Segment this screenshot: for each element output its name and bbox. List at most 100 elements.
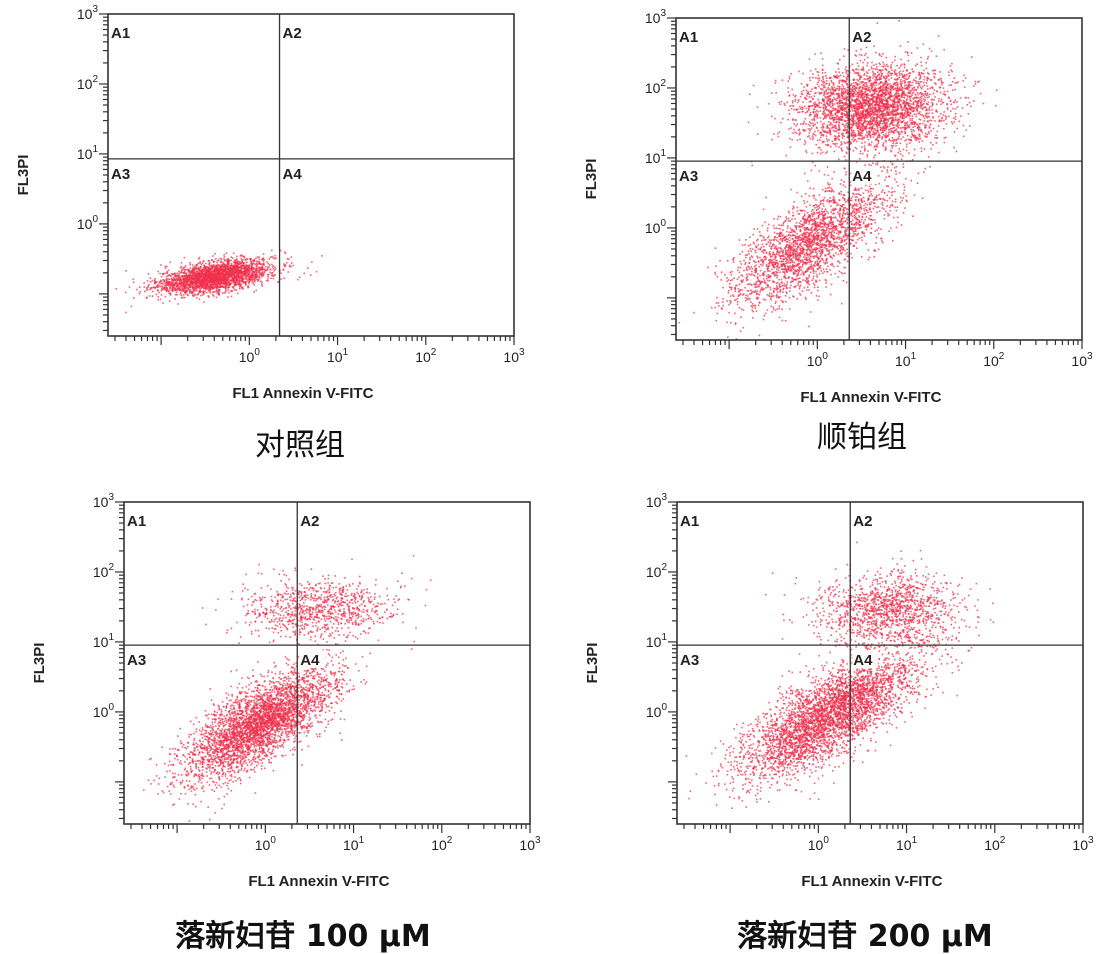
event-point <box>906 52 909 54</box>
event-point <box>282 268 285 271</box>
event-point <box>201 279 203 282</box>
event-point <box>912 98 914 100</box>
event-point <box>221 278 224 280</box>
event-point <box>173 282 176 285</box>
event-point <box>254 279 256 282</box>
event-point <box>842 93 845 95</box>
event-point <box>949 100 952 102</box>
event-point <box>948 74 950 76</box>
event-point <box>236 269 239 272</box>
event-point <box>852 122 855 124</box>
event-point <box>877 87 880 89</box>
event-point <box>904 110 907 113</box>
event-point <box>170 279 173 281</box>
event-point <box>287 258 290 261</box>
event-point <box>842 133 844 136</box>
event-point <box>186 278 189 281</box>
event-point <box>876 127 879 129</box>
event-point <box>930 141 932 144</box>
event-point <box>286 258 289 260</box>
event-point <box>846 117 849 120</box>
event-point <box>951 62 953 65</box>
event-point <box>224 278 227 281</box>
event-point <box>203 293 205 295</box>
event-point <box>227 277 229 279</box>
event-point <box>235 274 238 276</box>
event-point <box>862 66 864 68</box>
event-point <box>841 89 844 91</box>
event-point <box>947 71 950 73</box>
event-point <box>246 258 249 261</box>
event-point <box>229 270 232 272</box>
event-point <box>923 76 926 78</box>
event-point <box>189 289 192 291</box>
event-point <box>844 127 846 129</box>
event-point <box>789 105 791 107</box>
event-point <box>256 267 258 269</box>
event-point <box>926 92 929 94</box>
event-point <box>928 125 931 128</box>
event-point <box>788 109 790 112</box>
event-point <box>804 112 807 114</box>
event-point <box>207 278 209 281</box>
event-point <box>846 77 848 80</box>
event-point <box>212 265 215 267</box>
event-point <box>845 100 848 103</box>
event-point <box>889 149 892 152</box>
event-point <box>966 104 969 106</box>
event-point <box>222 276 225 279</box>
event-point <box>235 283 237 286</box>
event-point <box>192 278 194 281</box>
event-point <box>857 68 860 71</box>
event-point <box>791 100 794 102</box>
event-point <box>219 274 221 276</box>
event-point <box>881 170 883 172</box>
event-point <box>855 161 858 163</box>
event-point <box>164 295 167 298</box>
event-point <box>204 267 207 269</box>
event-point <box>854 138 856 141</box>
event-point <box>887 74 890 77</box>
event-point <box>255 289 257 292</box>
event-point <box>160 283 163 285</box>
event-point <box>774 117 776 120</box>
event-point <box>221 264 223 267</box>
event-point <box>946 108 949 111</box>
event-point <box>807 123 810 126</box>
event-point <box>214 290 217 293</box>
event-point <box>841 94 843 97</box>
event-point <box>174 294 177 296</box>
event-point <box>170 273 173 275</box>
event-point <box>199 272 201 274</box>
event-point <box>203 283 206 286</box>
event-point <box>895 108 897 111</box>
event-point <box>823 112 826 115</box>
event-point <box>883 86 886 89</box>
event-point <box>255 270 257 272</box>
event-point <box>255 260 258 262</box>
event-point <box>899 65 902 67</box>
event-point <box>284 252 287 255</box>
event-point <box>917 100 919 102</box>
event-point <box>909 72 911 74</box>
event-point <box>901 127 903 129</box>
event-point <box>224 271 226 273</box>
event-point <box>808 96 811 98</box>
event-point <box>799 108 802 110</box>
event-point <box>928 116 931 118</box>
event-point <box>906 124 909 126</box>
event-point <box>930 99 933 101</box>
event-point <box>817 81 819 83</box>
event-point <box>186 286 188 289</box>
event-point <box>834 130 836 132</box>
event-point <box>266 261 268 264</box>
event-point <box>871 70 874 73</box>
event-point <box>847 132 849 135</box>
event-point <box>890 74 892 77</box>
event-point <box>165 275 168 278</box>
event-point <box>246 265 248 267</box>
event-point <box>933 89 936 91</box>
event-point <box>852 121 854 123</box>
event-point <box>894 129 897 131</box>
event-point <box>920 72 923 74</box>
